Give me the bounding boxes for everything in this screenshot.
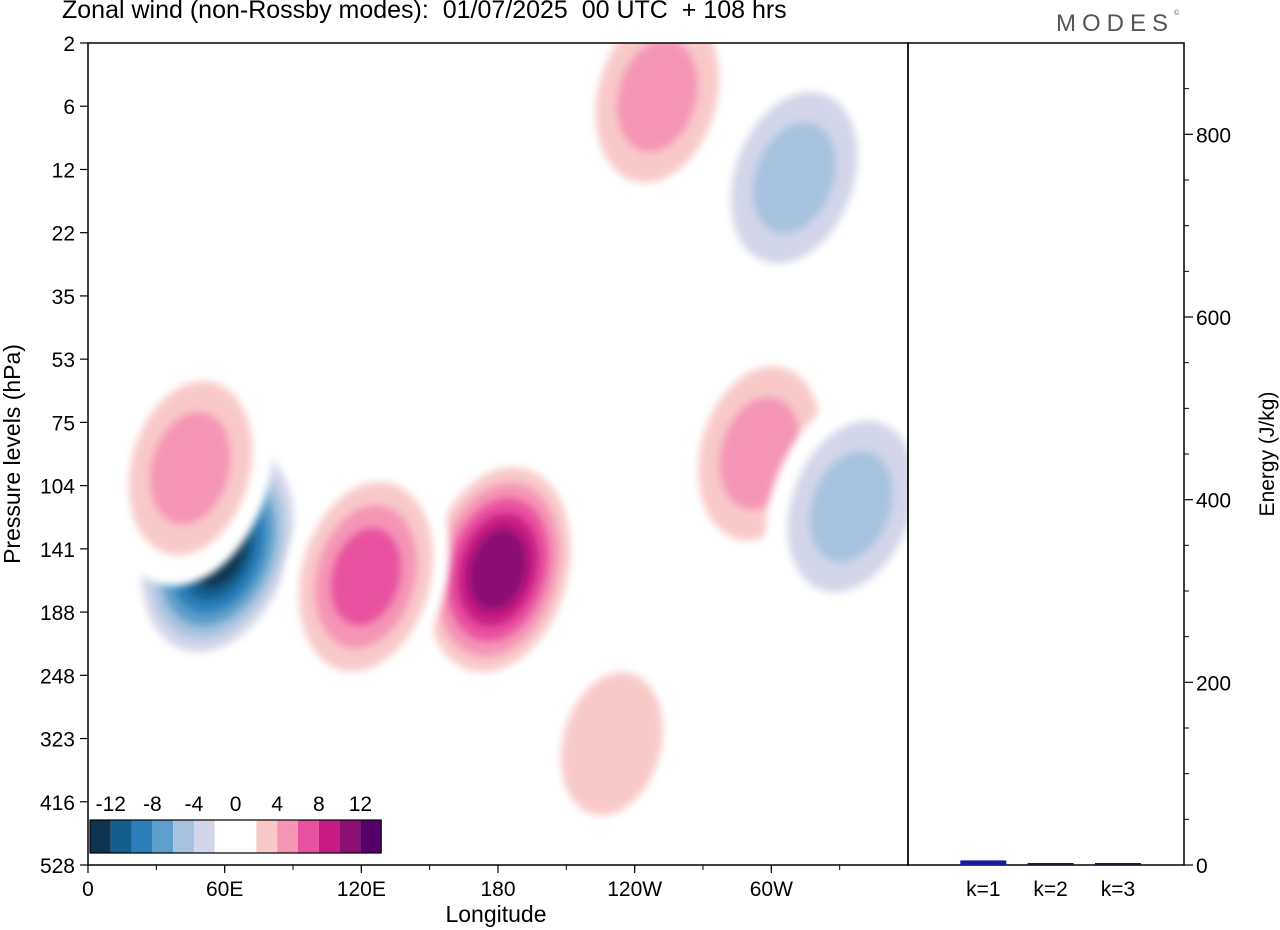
heatmap-contour xyxy=(331,528,401,626)
energy-bar xyxy=(960,860,1007,865)
colorbar-label: 12 xyxy=(349,793,372,816)
colorbar: -12 -8 -4 0 4 8 12 xyxy=(89,793,382,854)
energy-tick-label: 200 xyxy=(1196,672,1231,695)
y-tick-label: 2 xyxy=(63,33,75,56)
logo-mark: © xyxy=(1174,10,1180,17)
y-tick-label: 12 xyxy=(52,159,75,182)
colorbar-label: -12 xyxy=(96,793,126,816)
colorbar-swatch xyxy=(235,820,257,853)
modes-logo: MODES© xyxy=(1056,10,1179,38)
y-tick-label: 22 xyxy=(52,223,75,246)
colorbar-swatch xyxy=(194,820,215,853)
y-tick-label: 528 xyxy=(40,855,75,878)
y-tick-label: 248 xyxy=(40,665,75,688)
colorbar-swatch xyxy=(131,820,153,853)
x-tick-label: 180 xyxy=(480,878,515,901)
heatmap-contour xyxy=(150,411,231,525)
heatmap-contour xyxy=(809,451,893,562)
colorbar-label: 0 xyxy=(230,793,242,816)
heatmap-contour xyxy=(560,672,663,816)
energy-category-label: k=3 xyxy=(1101,878,1135,901)
colorbar-swatch xyxy=(360,820,382,853)
energy-category-label: k=1 xyxy=(966,878,1000,901)
chart-title: Zonal wind (non-Rossby modes): 01/07/202… xyxy=(62,0,787,24)
y-tick-label: 53 xyxy=(52,349,75,372)
colorbar-label: 4 xyxy=(271,793,283,816)
x-axis-label: Longitude xyxy=(445,901,546,927)
energy-category-label: k=2 xyxy=(1033,878,1067,901)
colorbar-swatch xyxy=(318,820,340,853)
colorbar-swatch xyxy=(339,820,361,853)
energy-bar xyxy=(1095,863,1141,865)
y-tick-label: 416 xyxy=(40,792,75,815)
x-tick-label: 60W xyxy=(750,878,793,901)
heatmap-contour xyxy=(468,528,528,611)
colorbar-swatch xyxy=(298,820,319,853)
energy-axes: 0 200 400 600 800 Energy (J/kg) xyxy=(1184,88,1279,878)
heatmap-contour xyxy=(752,122,836,234)
y-tick-label: 6 xyxy=(63,96,75,119)
energy-bar xyxy=(1027,863,1074,865)
colorbar-swatch xyxy=(110,820,132,853)
energy-frame xyxy=(907,42,1185,866)
heatmap-field xyxy=(107,43,908,862)
colorbar-swatch xyxy=(90,820,111,853)
colorbar-label: -8 xyxy=(143,793,162,816)
heatmap-contour xyxy=(617,43,698,152)
logo-text: MODES xyxy=(1056,10,1175,37)
y-tick-label: 35 xyxy=(52,286,75,309)
y-tick-label: 104 xyxy=(40,476,75,499)
y-tick-label: 141 xyxy=(40,539,75,562)
energy-tick-label: 600 xyxy=(1196,307,1231,330)
colorbar-swatch xyxy=(277,820,298,853)
energy-bars: k=1 k=2 k=3 xyxy=(960,860,1141,901)
y-axis-label: Pressure levels (hPa) xyxy=(0,344,25,564)
energy-tick-label: 0 xyxy=(1196,855,1208,878)
x-tick-label: 120E xyxy=(337,878,386,901)
heatmap-axes: 0 60E 120E 180 120W 60W Longitude 2 6 12 22 35 53 75 1… xyxy=(0,33,841,927)
y-tick-label: 75 xyxy=(52,412,75,435)
energy-tick-label: 800 xyxy=(1196,124,1231,147)
x-tick-label: 0 xyxy=(82,878,94,901)
y-tick-label: 323 xyxy=(40,729,75,752)
energy-axis-label: Energy (J/kg) xyxy=(1256,392,1279,517)
colorbar-swatch xyxy=(152,820,174,853)
colorbar-frame xyxy=(89,819,382,854)
colorbar-swatch xyxy=(256,820,278,853)
x-tick-label: 60E xyxy=(206,878,243,901)
x-tick-label: 120W xyxy=(607,878,662,901)
colorbar-swatch xyxy=(173,820,194,853)
y-tick-label: 188 xyxy=(40,602,75,625)
colorbar-label: -4 xyxy=(185,793,204,816)
colorbar-label: 8 xyxy=(313,793,325,816)
colorbar-swatch xyxy=(214,820,236,853)
energy-tick-label: 400 xyxy=(1196,490,1231,513)
